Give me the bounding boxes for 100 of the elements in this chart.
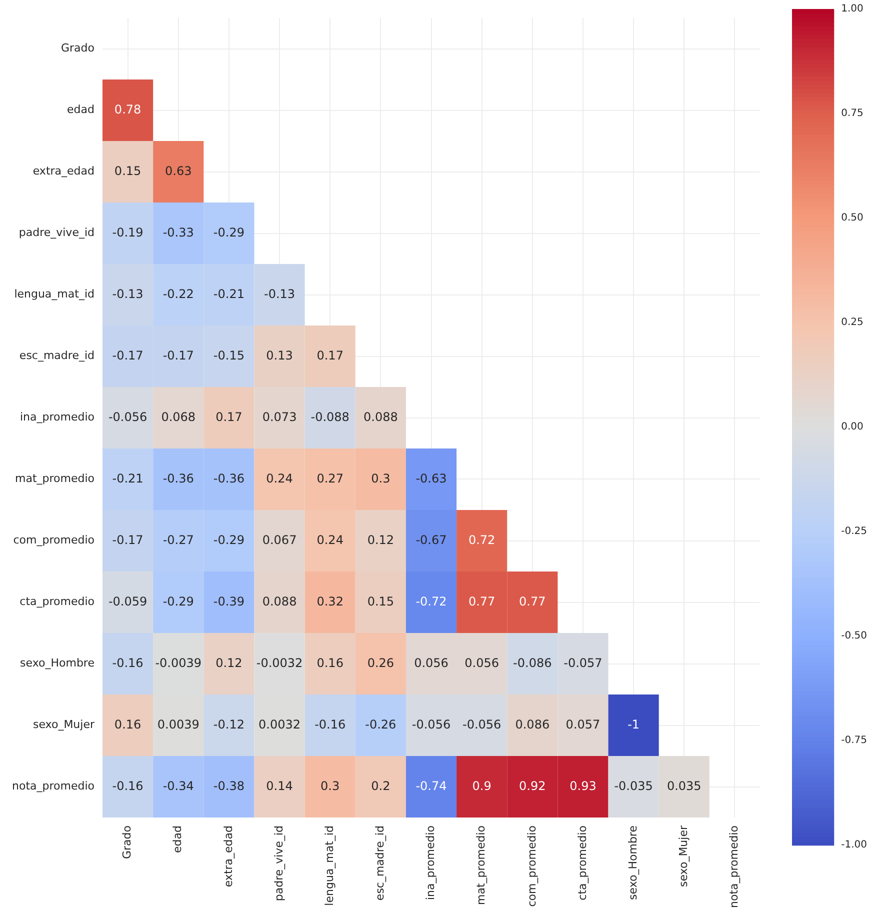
data-label: 0.2	[371, 778, 390, 793]
y-tick-label: nota_promedio	[12, 780, 95, 793]
data-label: 0.14	[266, 778, 293, 793]
x-tick-label: sexo_Mujer	[676, 825, 690, 888]
data-label: -0.17	[162, 348, 194, 362]
data-label: -0.12	[213, 717, 244, 732]
data-label: 0.13	[266, 348, 293, 362]
x-tick-label: ina_promedio	[424, 825, 438, 900]
color-bar-label: 0.00	[841, 422, 864, 433]
data-label: 0.32	[316, 594, 344, 608]
data-label: -0.13	[264, 286, 296, 301]
data-label: 0.16	[114, 717, 142, 732]
color-bar-label: -0.25	[841, 526, 867, 538]
y-tick-label: mat_promedio	[14, 472, 95, 486]
data-label: 0.15	[114, 164, 142, 178]
data-label: 0.073	[262, 410, 297, 424]
data-label: 0.17	[216, 410, 242, 424]
data-label: -0.22	[162, 286, 194, 301]
data-label: -0.16	[112, 778, 144, 793]
data-label: -0.17	[112, 532, 144, 547]
data-label: -0.27	[162, 532, 194, 547]
data-label: -0.63	[416, 471, 447, 486]
data-label: 0.12	[216, 656, 242, 670]
y-tick-label: cta_promedio	[20, 595, 95, 608]
data-label: 0.24	[266, 471, 293, 486]
data-label: -0.34	[162, 778, 194, 793]
y-tick-label: sexo_Hombre	[20, 656, 95, 670]
x-tick-label: esc_madre_id	[374, 826, 387, 901]
data-label: 0.9	[472, 778, 492, 793]
data-label: 0.067	[262, 532, 297, 547]
data-label: -0.72	[416, 594, 447, 608]
data-label: -0.29	[213, 225, 244, 240]
data-label: -0.67	[416, 532, 447, 547]
y-tick-label: com_promedio	[13, 534, 95, 547]
color-bar-label: 0.50	[841, 212, 864, 224]
data-label: 0.088	[262, 594, 297, 608]
data-label: 0.088	[363, 410, 398, 424]
data-label: 0.27	[316, 471, 344, 486]
data-label: 0.035	[666, 778, 702, 793]
data-label: 0.92	[519, 778, 546, 793]
data-label: -0.13	[112, 286, 144, 301]
y-tick-label: extra_edad	[32, 164, 94, 178]
data-label: -0.38	[213, 778, 244, 793]
data-label: -0.16	[112, 656, 144, 670]
data-label: 0.77	[519, 594, 546, 608]
data-label: 0.068	[161, 410, 196, 424]
y-tick-label: lengua_mat_id	[14, 288, 94, 301]
color-bar-label: -0.50	[841, 630, 867, 642]
data-label: 0.086	[515, 717, 550, 732]
data-label: -0.16	[314, 717, 346, 732]
data-label: 0.17	[316, 348, 344, 362]
x-tick-label: edad	[171, 826, 184, 853]
x-tick-label: lengua_mat_id	[322, 826, 336, 906]
x-tick-label: padre_vive_id	[272, 826, 286, 902]
data-label: -0.36	[162, 471, 194, 486]
data-label: -0.057	[564, 656, 602, 670]
data-label: 0.056	[414, 656, 448, 670]
data-label: -0.26	[365, 717, 396, 732]
data-label: -0.74	[416, 778, 447, 793]
data-label: 0.77	[468, 594, 496, 608]
data-label: -0.088	[310, 410, 350, 424]
x-tick-label: extra_edad	[222, 826, 235, 888]
color-bar-label: 0.75	[841, 108, 864, 120]
data-label: 0.12	[367, 532, 394, 547]
data-label: -0.29	[162, 594, 194, 608]
data-label: -0.059	[108, 594, 148, 608]
x-tick-label: cta_promedio	[576, 825, 589, 900]
x-tick-label: nota_promedio	[728, 825, 741, 908]
y-tick-label: edad	[67, 103, 94, 116]
x-tick-label: sexo_Hombre	[626, 825, 640, 900]
data-label: 0.056	[464, 656, 500, 670]
color-bar-label: 1.00	[841, 4, 864, 15]
data-label: -0.086	[513, 656, 552, 670]
data-label: 0.3	[371, 471, 390, 486]
data-label: 0.0032	[258, 717, 301, 732]
y-tick-label: padre_vive_id	[18, 226, 94, 240]
data-label: 0.15	[367, 594, 394, 608]
data-label: -0.035	[614, 778, 653, 793]
color-bar-label: -0.75	[841, 735, 867, 746]
data-label: 0.63	[165, 164, 192, 178]
data-label: 0.72	[468, 532, 496, 547]
data-label: -0.33	[162, 225, 194, 240]
y-tick-label: sexo_Mujer	[32, 718, 95, 732]
data-label: -0.36	[213, 471, 244, 486]
data-label: 0.057	[566, 717, 600, 732]
color-bar-label: -1.00	[841, 840, 867, 851]
data-label: 0.78	[114, 102, 142, 116]
color-bar-label: 0.25	[841, 317, 864, 328]
y-tick-label: ina_promedio	[20, 410, 95, 424]
data-label: -0.17	[112, 348, 144, 362]
x-tick-label: Grado	[120, 825, 134, 859]
data-label: -0.056	[108, 410, 148, 424]
data-label: 0.24	[316, 532, 344, 547]
data-label: -0.29	[213, 532, 244, 547]
data-label: -0.19	[112, 225, 144, 240]
data-label: -0.15	[213, 348, 244, 362]
y-tick-label: Grado	[61, 42, 95, 55]
data-label: 0.3	[320, 778, 340, 793]
data-label: -0.39	[213, 594, 244, 608]
data-label: -0.056	[412, 717, 451, 732]
